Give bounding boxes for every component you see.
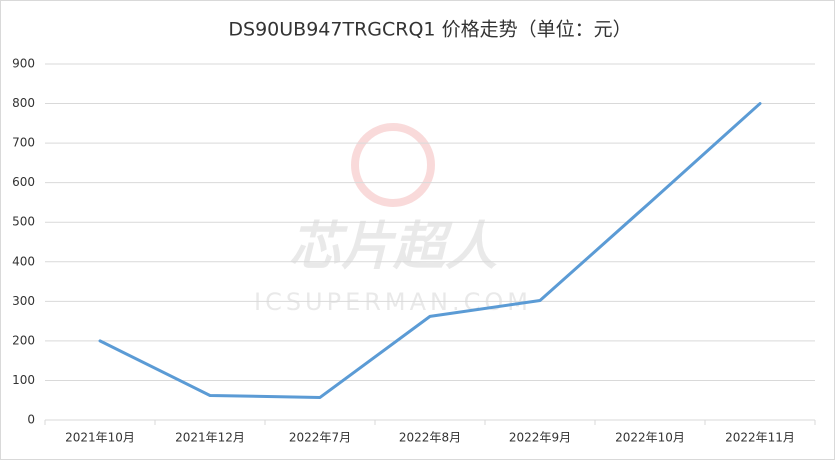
x-tick-label: 2021年12月: [175, 431, 245, 445]
y-tick-label: 400: [12, 254, 35, 268]
watermark-text: 芯片超人: [289, 217, 497, 277]
chart-title: DS90UB947TRGCRQ1 价格走势（单位：元）: [228, 19, 631, 41]
watermark-logo: [351, 123, 435, 207]
x-tick-label: 2021年10月: [65, 431, 135, 445]
y-tick-label: 600: [12, 175, 35, 189]
y-tick-label: 900: [12, 57, 35, 71]
y-tick-label: 700: [12, 136, 35, 150]
x-tick-label: 2022年9月: [509, 431, 571, 445]
x-tick-label: 2022年8月: [399, 431, 461, 445]
y-tick-label: 800: [12, 96, 35, 110]
y-tick-label: 0: [27, 413, 35, 427]
data-line: [98, 102, 762, 399]
watermark: 芯片超人 ICSUPERMAN.COM: [254, 123, 532, 316]
y-tick-label: 300: [12, 294, 35, 308]
y-tick-label: 500: [12, 215, 35, 229]
x-tick-label: 2022年11月: [725, 431, 795, 445]
y-tick-label: 200: [12, 333, 35, 347]
y-tick-label: 100: [12, 373, 35, 387]
x-tick-label: 2022年10月: [615, 431, 685, 445]
x-tick-label: 2022年7月: [289, 431, 351, 445]
watermark-url: ICSUPERMAN.COM: [254, 288, 532, 316]
